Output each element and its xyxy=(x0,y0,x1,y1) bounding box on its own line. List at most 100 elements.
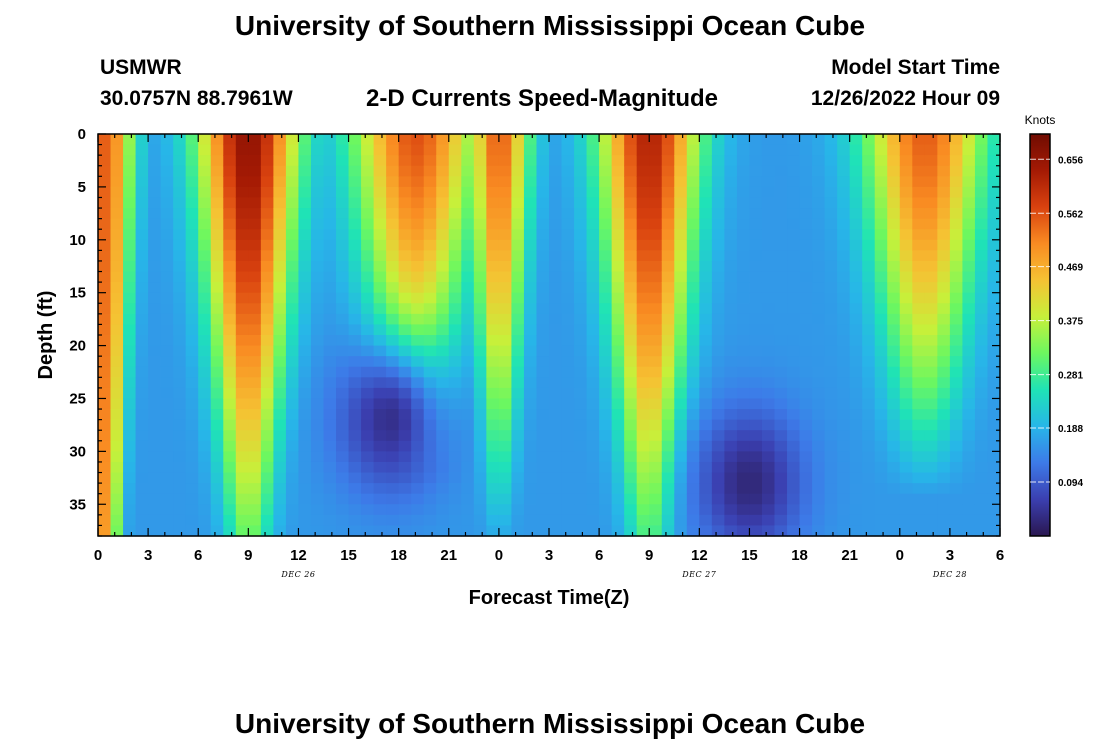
heatmap-cell xyxy=(536,335,550,347)
heatmap-cell xyxy=(498,461,513,474)
heatmap-cell xyxy=(260,366,274,378)
heatmap-cell xyxy=(549,165,563,177)
heatmap-cell xyxy=(223,461,237,474)
heatmap-cell xyxy=(323,387,337,400)
heatmap-cell xyxy=(812,282,826,294)
heatmap-cell xyxy=(799,271,813,283)
heatmap-cell xyxy=(361,144,375,156)
heatmap-cell xyxy=(160,165,174,177)
heatmap-cell xyxy=(110,514,124,527)
heatmap-cell xyxy=(749,483,763,495)
heatmap-cell xyxy=(812,271,826,283)
heatmap-cell xyxy=(736,208,751,220)
heatmap-cell xyxy=(511,483,525,495)
heatmap-cell xyxy=(198,409,212,421)
heatmap-cell xyxy=(285,504,300,516)
heatmap-cell xyxy=(862,134,876,146)
heatmap-cell xyxy=(949,504,964,516)
heatmap-cell xyxy=(135,134,149,146)
heatmap-cell xyxy=(148,197,162,209)
heatmap-cell xyxy=(761,155,776,167)
heatmap-cell xyxy=(135,324,149,336)
heatmap-cell xyxy=(135,165,149,177)
heatmap-cell xyxy=(962,366,976,378)
heatmap-cell xyxy=(624,472,638,484)
heatmap-cell xyxy=(285,345,300,357)
x-tick-label: 15 xyxy=(741,547,758,564)
heatmap-cell xyxy=(348,335,362,347)
heatmap-cell xyxy=(599,335,613,347)
heatmap-cell xyxy=(649,387,663,400)
heatmap-cell xyxy=(310,366,325,378)
heatmap-cell xyxy=(624,208,638,220)
heatmap-cell xyxy=(661,239,675,251)
heatmap-cell xyxy=(599,208,613,220)
heatmap-cell xyxy=(862,155,876,167)
heatmap-cell xyxy=(486,483,500,495)
heatmap-cell xyxy=(724,229,738,241)
heatmap-cell xyxy=(448,155,462,167)
heatmap-cell xyxy=(285,451,300,463)
heatmap-cell xyxy=(699,335,713,347)
heatmap-cell xyxy=(649,208,663,220)
heatmap-cell xyxy=(511,525,525,537)
heatmap-cell xyxy=(511,313,525,326)
heatmap-cell xyxy=(624,271,638,283)
heatmap-cell xyxy=(624,229,638,241)
heatmap-cell xyxy=(260,134,274,146)
heatmap-cell xyxy=(586,387,600,400)
heatmap-cell xyxy=(599,282,613,294)
heatmap-cell xyxy=(448,387,462,400)
heatmap-cell xyxy=(674,218,688,230)
heatmap-cell xyxy=(899,155,913,167)
heatmap-cell xyxy=(523,208,538,220)
heatmap-cell xyxy=(661,440,675,452)
heatmap-cell xyxy=(98,186,112,199)
heatmap-cell xyxy=(310,208,325,220)
heatmap-cell xyxy=(398,345,412,357)
heatmap-cell xyxy=(799,186,813,199)
heatmap-cell xyxy=(123,387,137,400)
heatmap-cell xyxy=(862,504,876,516)
heatmap-cell xyxy=(937,176,951,188)
heatmap-cell xyxy=(536,134,550,146)
x-tick-label: 15 xyxy=(340,547,357,564)
heatmap-cell xyxy=(586,398,600,410)
heatmap-cell xyxy=(862,229,876,241)
heatmap-cell xyxy=(549,303,563,315)
heatmap-cell xyxy=(235,335,249,347)
heatmap-cell xyxy=(160,282,174,294)
heatmap-cell xyxy=(148,409,162,421)
heatmap-cell xyxy=(323,440,337,452)
heatmap-cell xyxy=(812,229,826,241)
heatmap-cell xyxy=(310,504,325,516)
heatmap-cell xyxy=(310,419,325,431)
heatmap-cell xyxy=(661,493,675,505)
heatmap-cell xyxy=(198,514,212,527)
heatmap-cell xyxy=(185,387,199,400)
heatmap-cell xyxy=(461,483,475,495)
heatmap-cell xyxy=(912,303,926,315)
x-tick-label: 18 xyxy=(791,547,808,564)
heatmap-cell xyxy=(736,525,751,537)
heatmap-cell xyxy=(611,461,625,474)
heatmap-cell xyxy=(661,134,675,146)
heatmap-cell xyxy=(912,419,926,431)
heatmap-cell xyxy=(148,186,162,199)
heatmap-cell xyxy=(185,260,199,273)
heatmap-cell xyxy=(661,271,675,283)
heatmap-cell xyxy=(561,398,575,410)
heatmap-cell xyxy=(924,208,938,220)
heatmap-cell xyxy=(699,176,713,188)
heatmap-cell xyxy=(699,398,713,410)
heatmap-cell xyxy=(498,144,513,156)
heatmap-cell xyxy=(962,218,976,230)
heatmap-cell xyxy=(549,186,563,199)
heatmap-cell xyxy=(912,260,926,273)
heatmap-cell xyxy=(160,409,174,421)
heatmap-cell xyxy=(636,440,650,452)
heatmap-cell xyxy=(674,366,688,378)
heatmap-cell xyxy=(461,239,475,251)
heatmap-cell xyxy=(774,250,788,262)
heatmap-cell xyxy=(924,472,938,484)
